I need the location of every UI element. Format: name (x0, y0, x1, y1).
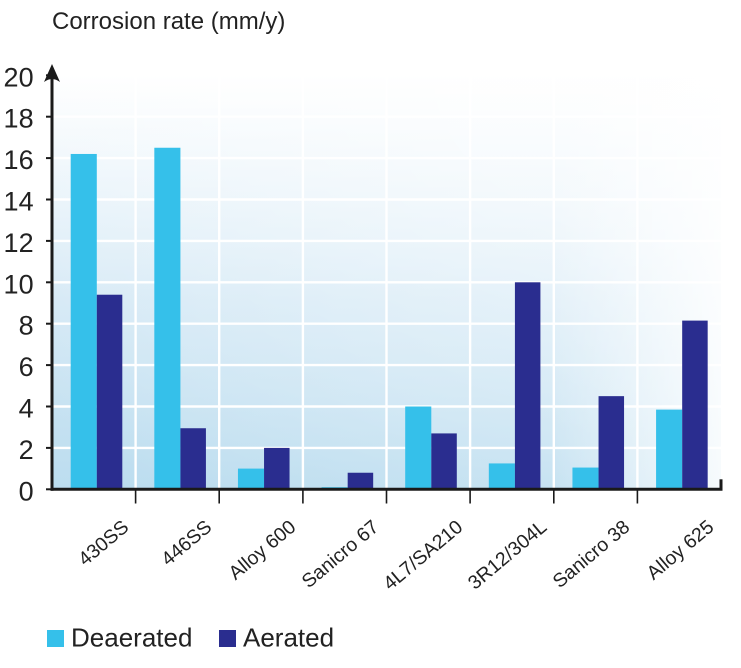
svg-text:14: 14 (4, 187, 34, 217)
svg-text:Aerated: Aerated (243, 623, 334, 653)
svg-text:430SS: 430SS (74, 516, 133, 570)
svg-text:8: 8 (19, 311, 34, 341)
svg-text:4: 4 (19, 394, 34, 424)
svg-text:Corrosion rate (mm/y): Corrosion rate (mm/y) (52, 8, 285, 35)
svg-text:Alloy 600: Alloy 600 (225, 516, 301, 585)
svg-text:Alloy 625: Alloy 625 (643, 516, 719, 585)
svg-text:16: 16 (4, 145, 34, 175)
svg-text:4L7/SA210: 4L7/SA210 (379, 516, 467, 595)
svg-text:446SS: 446SS (157, 516, 216, 570)
svg-text:18: 18 (4, 104, 34, 134)
svg-text:0: 0 (19, 476, 34, 506)
svg-text:20: 20 (4, 62, 34, 92)
svg-text:3R12/304L: 3R12/304L (464, 516, 551, 594)
svg-text:12: 12 (4, 228, 34, 258)
svg-text:10: 10 (4, 269, 34, 299)
svg-text:2: 2 (19, 435, 34, 465)
svg-text:Sanicro 67: Sanicro 67 (298, 516, 384, 593)
svg-text:6: 6 (19, 352, 34, 382)
svg-text:Deaerated: Deaerated (71, 623, 192, 653)
svg-text:Sanicro 38: Sanicro 38 (549, 516, 635, 593)
